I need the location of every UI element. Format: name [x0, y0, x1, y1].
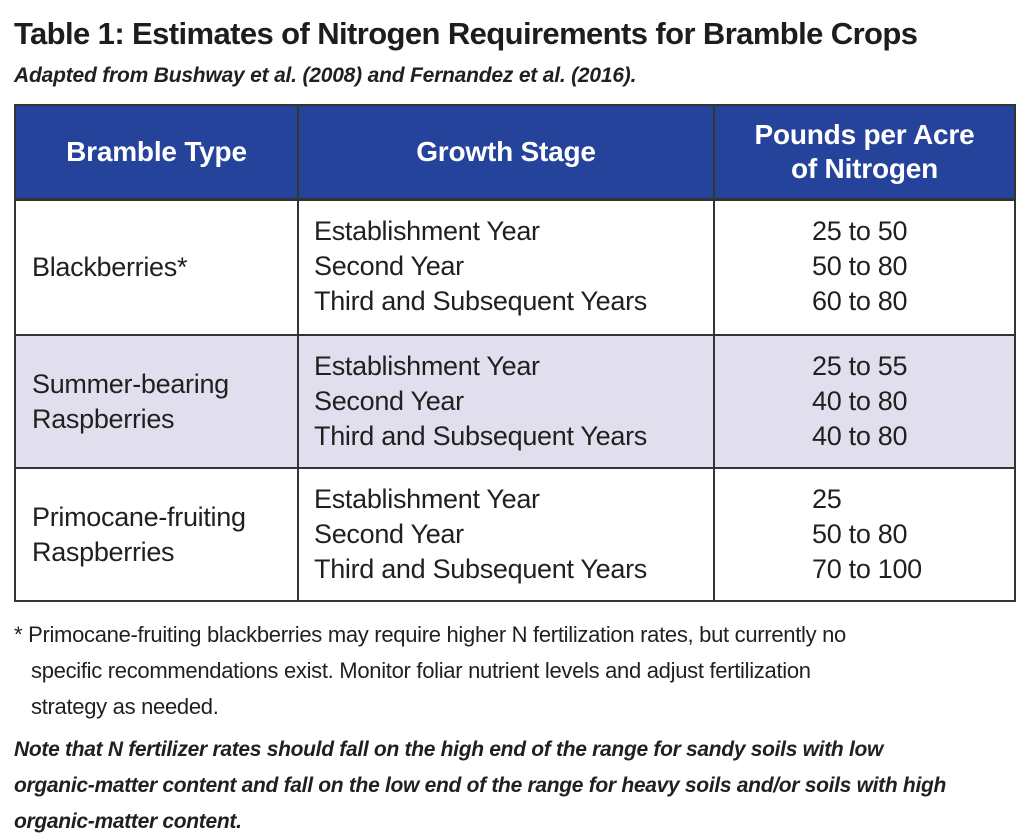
bramble-type-label: Blackberries*: [32, 252, 188, 282]
header-label-line2: of Nitrogen: [790, 153, 939, 184]
nitrogen-value: 60 to 80: [812, 286, 908, 316]
table-row-blackberries: Blackberries* Establishment Year Second …: [16, 201, 1014, 334]
footnote-line: * Primocane-fruiting blackberries may re…: [14, 622, 846, 647]
header-label: Growth Stage: [416, 136, 596, 167]
bramble-type-label: Primocane-fruiting: [32, 501, 246, 532]
nitrogen-value: 50 to 80: [812, 251, 908, 281]
header-cell-bramble-type: Bramble Type: [16, 106, 297, 198]
note-line: organic-matter content.: [14, 810, 242, 833]
footnote-line: strategy as needed.: [31, 694, 219, 719]
growth-stage-cell: Establishment Year Second Year Third and…: [297, 201, 713, 334]
growth-stage-item: Third and Subsequent Years: [314, 554, 647, 584]
nitrogen-value: 50 to 80: [812, 519, 908, 549]
nitrogen-value: 25: [812, 484, 842, 514]
bramble-type-label: Raspberries: [32, 403, 175, 434]
header-label: Bramble Type: [66, 136, 247, 167]
table-row-primocane-fruiting-raspberries: Primocane-fruiting Raspberries Establish…: [16, 467, 1014, 600]
header-label-line1: Pounds per Acre: [754, 119, 975, 150]
nitrogen-value: 25 to 50: [812, 216, 908, 246]
growth-stage-item: Second Year: [314, 251, 464, 281]
note-line: organic-matter content and fall on the l…: [14, 774, 947, 797]
growth-stage-item: Third and Subsequent Years: [314, 286, 647, 316]
nitrogen-value-cell: 25 50 to 80 70 to 100: [713, 469, 1014, 600]
growth-stage-item: Establishment Year: [314, 484, 540, 514]
growth-stage-item: Second Year: [314, 519, 464, 549]
fertilizer-rate-note: Note that N fertilizer rates should fall…: [14, 732, 1016, 840]
growth-stage-item: Establishment Year: [314, 351, 540, 381]
header-cell-pounds-per-acre: Pounds per Acre of Nitrogen: [713, 106, 1014, 198]
footnote-line: specific recommendations exist. Monitor …: [31, 658, 811, 683]
growth-stage-item: Establishment Year: [314, 216, 540, 246]
asterisk-footnote: * Primocane-fruiting blackberries may re…: [14, 617, 1016, 725]
growth-stage-item: Second Year: [314, 386, 464, 416]
bramble-type-label: Raspberries: [32, 536, 175, 567]
bramble-type-cell: Summer-bearing Raspberries: [16, 336, 297, 467]
bramble-type-label: Summer-bearing: [32, 368, 229, 399]
nitrogen-value: 25 to 55: [812, 351, 908, 381]
growth-stage-item: Third and Subsequent Years: [314, 421, 647, 451]
note-line: Note that N fertilizer rates should fall…: [14, 738, 884, 761]
bramble-type-cell: Blackberries*: [16, 201, 297, 334]
bramble-type-cell: Primocane-fruiting Raspberries: [16, 469, 297, 600]
nitrogen-value: 40 to 80: [812, 421, 908, 451]
growth-stage-cell: Establishment Year Second Year Third and…: [297, 336, 713, 467]
table-header-row: Bramble Type Growth Stage Pounds per Acr…: [16, 106, 1014, 201]
nitrogen-value: 70 to 100: [812, 554, 922, 584]
header-cell-growth-stage: Growth Stage: [297, 106, 713, 198]
nitrogen-value-cell: 25 to 50 50 to 80 60 to 80: [713, 201, 1014, 334]
growth-stage-cell: Establishment Year Second Year Third and…: [297, 469, 713, 600]
page-title: Table 1: Estimates of Nitrogen Requireme…: [14, 16, 918, 51]
nitrogen-requirements-table: Bramble Type Growth Stage Pounds per Acr…: [14, 104, 1016, 602]
nitrogen-value: 40 to 80: [812, 386, 908, 416]
table-row-summer-bearing-raspberries: Summer-bearing Raspberries Establishment…: [16, 334, 1014, 467]
nitrogen-value-cell: 25 to 55 40 to 80 40 to 80: [713, 336, 1014, 467]
table-source-citation: Adapted from Bushway et al. (2008) and F…: [14, 64, 637, 87]
